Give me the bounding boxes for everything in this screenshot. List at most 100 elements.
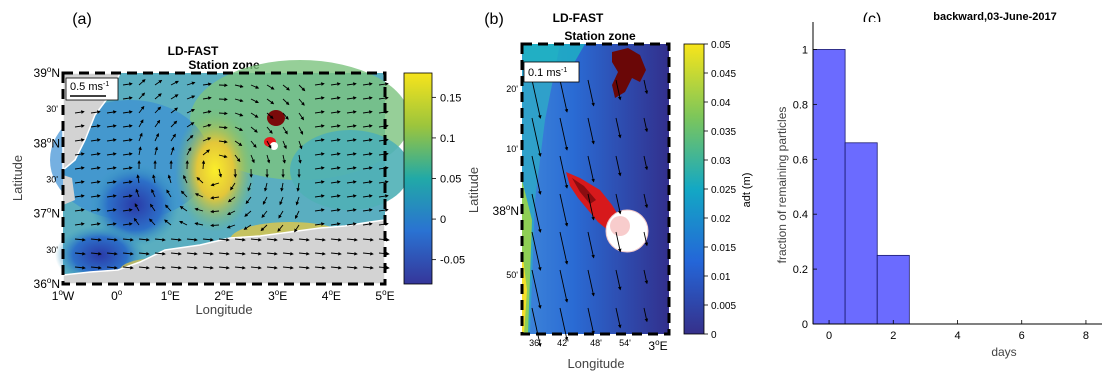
panel-c-ytick: 0.2 [793,264,808,276]
panel-a-vector [346,208,357,212]
panel-a-vector [90,265,102,270]
panel-a-xtick: 0o [111,288,123,303]
panel-a-vector [170,120,178,128]
panel-a-vector [230,182,236,191]
panel-a-xtick: 4oE [322,288,341,303]
panel-b-yticks: 20' 10' 38oN 50' [493,84,519,280]
panel-a-vector [362,180,373,184]
panel-a-vector [330,124,341,128]
panel-a-vector [298,237,310,242]
panel-a-vector [106,265,118,270]
panel-a-vector [122,180,133,184]
panel-c-xlabel: days [991,345,1016,359]
panel-a-vector [282,112,289,120]
panel-a-vector [106,166,117,170]
panel-c-ylabel: fraction of remaining particles [775,107,789,264]
panel-a-vector [314,265,326,270]
panel-a-vector [362,208,373,212]
panel-a-vector [314,152,325,156]
panel-a-vector [90,194,101,198]
panel-a-scale-label: 0.5 ms-1 [70,81,109,93]
panel-b-colorbar-tick: 0.02 [711,214,731,225]
panel-a-vector [298,112,304,121]
panel-a-vector [90,180,101,184]
panel-a-ylabel: Latitude [10,155,25,201]
panel-a-colorbar-tick: 0.05 [440,174,461,186]
panel-a-vector [170,265,182,270]
panel-a-vector [138,237,150,242]
panel-a-xtick: 3oE [268,288,287,303]
panel-a-vector [202,110,212,114]
panel-a-vector [138,79,146,86]
panel-b-vector [615,231,622,253]
panel-a-vector [74,237,86,242]
panel-c-xtick: 4 [954,330,960,342]
panel-a-vector [234,84,244,88]
bar-day-0 [812,49,846,325]
panel-b-colorbar-tick: 0.01 [711,272,731,283]
panel-a-xlabel: Longitude [195,302,252,317]
panel-a-vector [170,237,182,242]
panel-b-xtick: 54' [619,338,631,348]
panel-a-vector [346,138,357,142]
panel-a-vector [122,251,134,256]
panel-a-vector [346,265,358,270]
panel-b-vector [559,193,569,227]
panel-a-vector [170,251,182,256]
panel-b-xtick: 42' [557,338,569,348]
panel-a-vector [296,182,300,192]
panel-a-vector [226,224,236,229]
panel-a-vector [362,110,373,114]
panel-a-xticks: 1oW 0o 1oE 2oE 3oE 4oE 5oE [52,288,395,303]
panel-a-vector [362,222,373,226]
panel-a-vector [295,210,300,219]
panel-b-ytick: 38oN [493,203,519,218]
panel-b-colorbar-label: adt (m) [741,173,753,208]
panel-a-vector [298,126,304,135]
panel-a-vector [202,149,210,156]
panel-a-vector [202,96,212,100]
panel-b-colorbar-tick: 0 [711,330,717,341]
panel-a-vector [234,140,243,147]
panel-b-vector [531,155,542,195]
panel-a-vector [186,265,198,270]
panel-a-vector [122,152,133,156]
panel-a-vector [234,265,246,270]
panel-a-vector [282,84,290,91]
panel-b-vector [615,193,622,215]
panel-b-vectors [531,79,649,347]
panel-a-vector [234,237,246,242]
bar-day-1 [844,142,878,325]
panel-a-vector [106,208,117,212]
panel-a-colorbar-tick: 0.15 [440,92,461,104]
panel-a-vector [166,189,172,198]
panel-b-title-line2: Station zone [564,29,636,43]
panel-a-vector [154,119,161,128]
panel-b-ylabel: Latitude [466,167,481,213]
panel-a-vector [314,138,325,142]
panel-a-vector [133,217,140,226]
panel-a-vector [378,82,389,86]
panel-a-vector [227,196,236,203]
panel-a-vector [74,265,86,270]
panel-a-vector [90,237,102,242]
panel-a-vector [122,208,133,212]
panel-a-vector [170,80,179,86]
panel-a-vector [362,82,373,86]
panel-a-vector [90,222,101,226]
panel-a-vector [314,251,326,256]
panel-a-ytick: 30' [46,245,58,255]
panel-a-vector [186,122,195,128]
panel-a-vector [266,126,273,134]
panel-a-colorbar-ticks: 0.15 0.1 0.05 0 -0.05 [432,92,465,267]
panel-a-vector [282,126,288,135]
panel-b-vector [643,193,649,209]
panel-a-vector [106,222,117,226]
panel-a-vector [362,124,373,128]
panel-b-vector [531,117,542,157]
panel-a-vector [154,146,159,156]
panel-a-vector [179,205,188,212]
panel-a-vector [74,124,85,128]
panel-a-vector [243,224,252,230]
panel-a-vector [90,251,102,256]
